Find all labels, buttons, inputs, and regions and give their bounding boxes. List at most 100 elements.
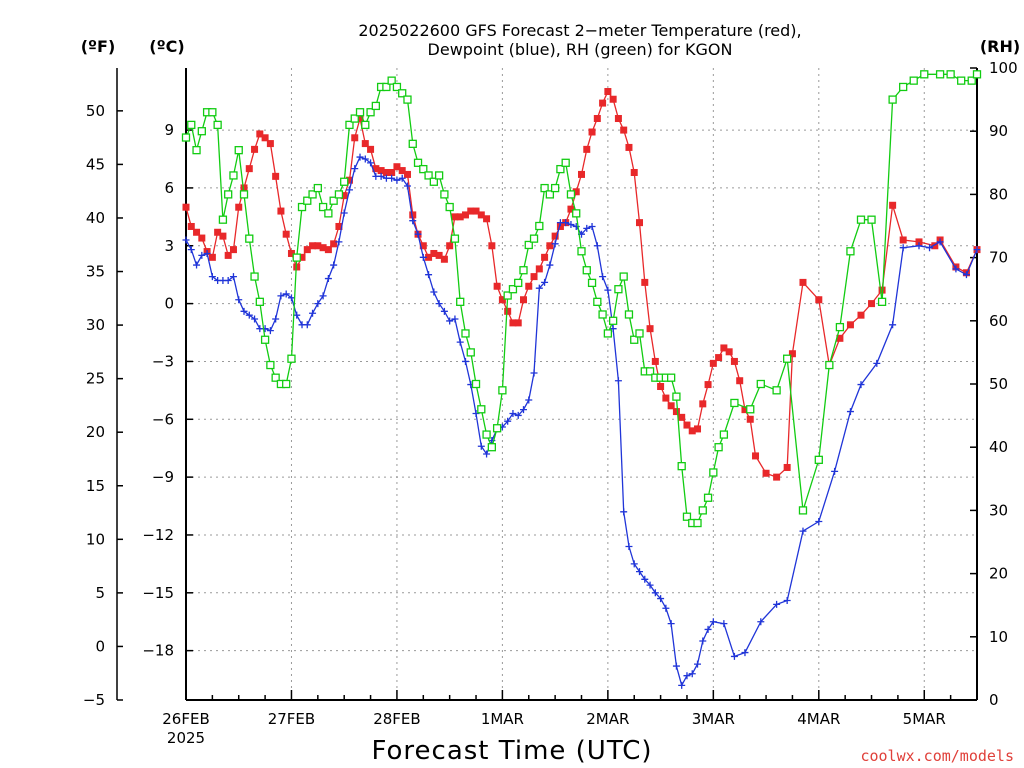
rh-point (192, 146, 201, 155)
rh-point (308, 190, 317, 199)
temperature-point (251, 145, 259, 153)
rh-point (645, 367, 655, 376)
dewpoint-point (388, 174, 396, 182)
dewpoint-point (926, 244, 934, 252)
temperature-point (535, 265, 543, 273)
dewpoint-point (593, 242, 601, 250)
rh-point (318, 202, 328, 212)
temperature-point (678, 413, 686, 421)
dewpoint-point (435, 300, 443, 308)
rh-unit-label: (RH) (980, 37, 1020, 56)
temperature-point (762, 469, 770, 477)
rh-point (593, 297, 602, 306)
dewpoint-point (567, 221, 575, 229)
temperature-point (483, 215, 491, 223)
rh-point (387, 76, 396, 85)
temperature-point (868, 300, 876, 308)
temperature-point (298, 253, 306, 261)
temperature-point (377, 167, 385, 175)
celsius-tick-label: −15 (142, 584, 174, 602)
temperature-point (572, 188, 580, 196)
rh-point (635, 329, 644, 338)
temperature-point (446, 242, 454, 250)
rh-point (287, 354, 296, 363)
rh-tick-label: 40 (989, 438, 1008, 456)
temperature-point (609, 95, 617, 103)
temperature-point (725, 348, 733, 356)
rh-tick-label: 90 (989, 122, 1008, 140)
data-series (181, 70, 982, 689)
temperature-point (330, 240, 338, 248)
temperature-point (583, 145, 591, 153)
dewpoint-point (272, 315, 280, 323)
dewpoint-point (208, 273, 216, 281)
temperature-point (419, 242, 427, 250)
rh-tick-label: 70 (989, 249, 1008, 267)
dewpoint-point (193, 261, 201, 269)
dewpoint-point (815, 517, 823, 525)
dewpoint-point (251, 315, 259, 323)
temperature-point (551, 232, 559, 240)
celsius-tick-label: −12 (142, 526, 174, 544)
temperature-point (229, 246, 237, 254)
dewpoint-point (709, 618, 717, 626)
temperature-point (915, 238, 923, 246)
celsius-unit-label: (ºC) (149, 37, 184, 56)
fahrenheit-tick-label: 35 (86, 263, 105, 281)
fahrenheit-tick-label: 20 (86, 423, 105, 441)
temperature-point (657, 383, 665, 391)
dewpoint-point (757, 618, 765, 626)
dewpoint-point (377, 172, 385, 180)
temperature-point (403, 170, 411, 178)
temperature-point (783, 463, 791, 471)
rh-point (229, 171, 238, 180)
rh-point (419, 164, 428, 174)
dewpoint-point (451, 315, 459, 323)
rh-point (234, 146, 243, 155)
rh-point (466, 348, 475, 357)
temperature-point (667, 402, 675, 410)
temperature-point (546, 242, 554, 250)
temperature-point (340, 192, 348, 200)
dewpoint-point (630, 560, 638, 568)
chart-subtitle: Dewpoint (blue), RH (green) for KGON (428, 40, 733, 59)
rh-point (329, 196, 338, 205)
temperature-point (651, 357, 659, 365)
rh-point (899, 82, 908, 92)
dewpoint-point (409, 217, 417, 225)
rh-point (508, 285, 518, 294)
temperature-point (720, 344, 728, 352)
dewpoint-point (504, 417, 512, 425)
dewpoint-point (519, 406, 527, 414)
rh-point (519, 266, 528, 275)
temperature-point (409, 211, 417, 219)
rh-tick-label: 100 (989, 59, 1018, 77)
temperature-point (440, 255, 448, 263)
rh-point (587, 278, 597, 288)
temperature-point (261, 134, 269, 142)
temperature-point (235, 203, 243, 211)
rh-point (677, 462, 686, 471)
rh-point (524, 240, 533, 250)
dewpoint-point (361, 155, 369, 163)
rh-point (867, 215, 876, 224)
celsius-tick-label: −3 (152, 352, 174, 370)
dewpoint-point (461, 357, 469, 365)
rh-point (693, 518, 702, 528)
chart-title: 2025022600 GFS Forecast 2−meter Temperat… (358, 21, 801, 40)
dewpoint-point (266, 327, 274, 335)
temperature-point (593, 115, 601, 123)
temperature-point (388, 168, 396, 176)
temperature-point (683, 421, 691, 429)
temperature-point (509, 319, 517, 327)
temperature-point (467, 207, 475, 215)
fahrenheit-unit-label: (ºF) (81, 37, 116, 56)
dewpoint-point (235, 296, 243, 304)
rh-point (208, 108, 217, 117)
dewpoint-point (483, 450, 491, 458)
temperature-point (456, 213, 464, 221)
temperature-point (272, 172, 280, 180)
dewpoint-point (973, 246, 981, 254)
temperature-point (599, 99, 607, 107)
dewpoint-point (609, 325, 617, 333)
